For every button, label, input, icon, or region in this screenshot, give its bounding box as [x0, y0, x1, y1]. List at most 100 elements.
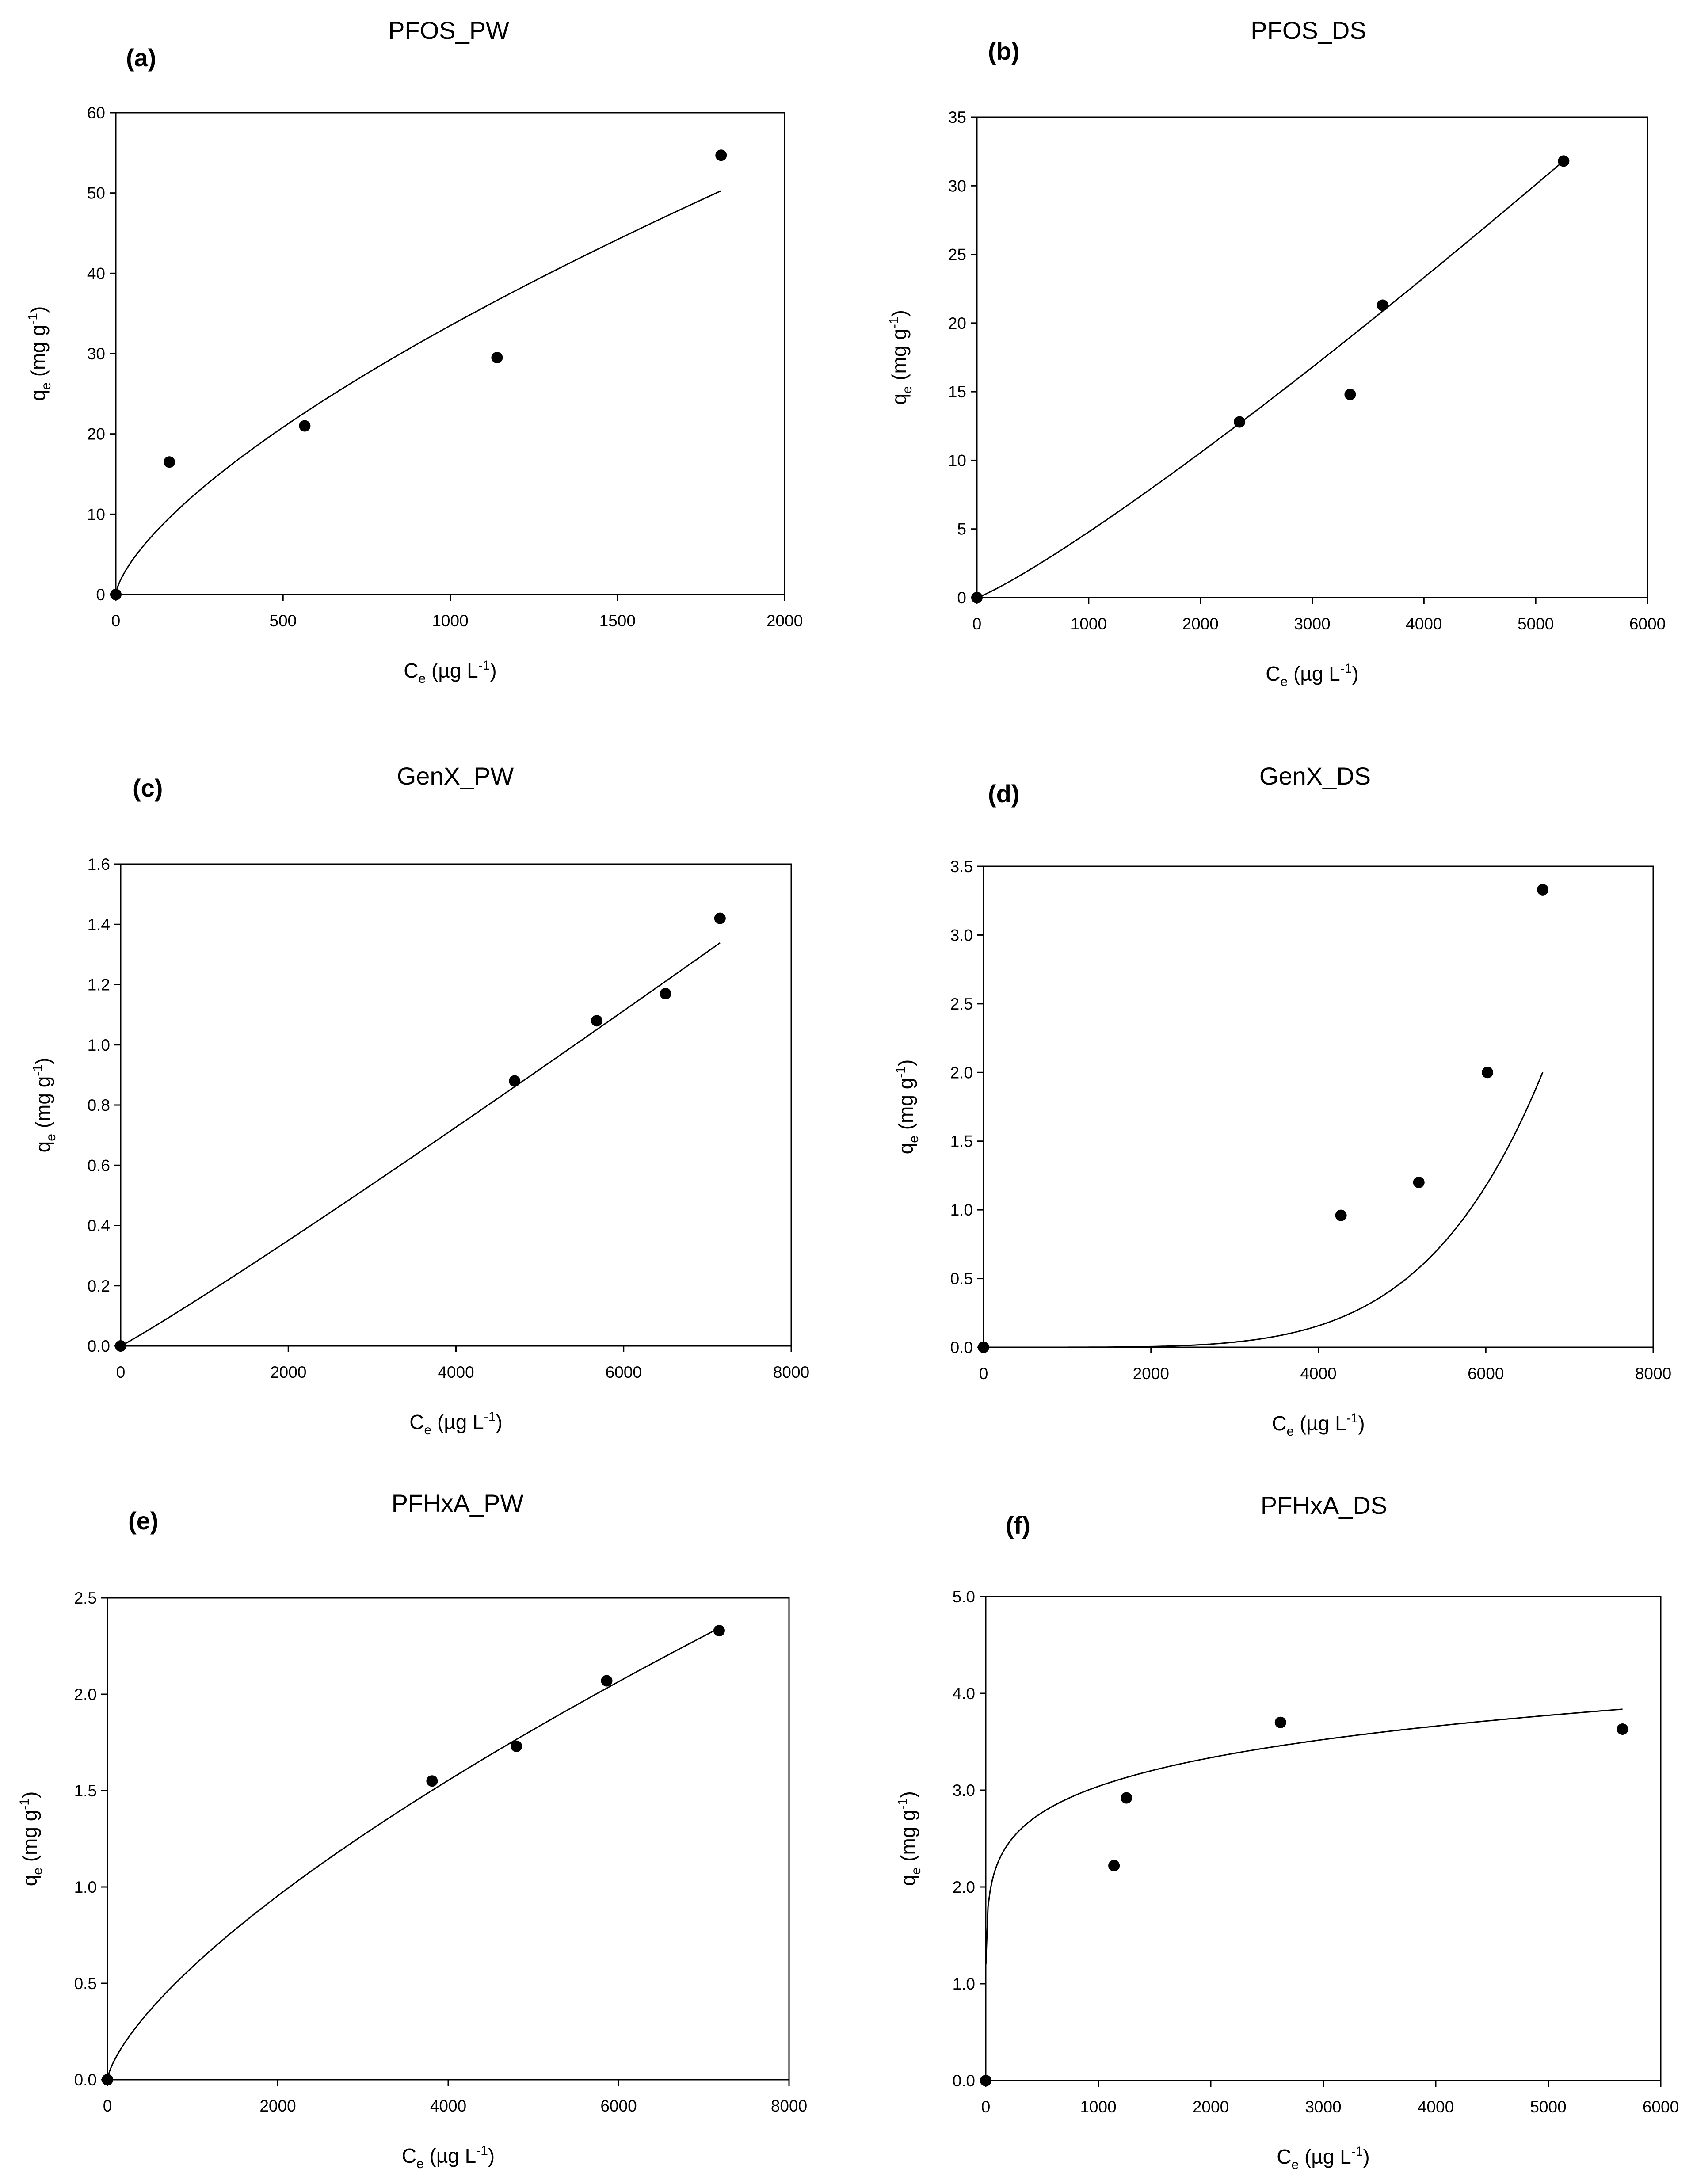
data-point: [1335, 1209, 1347, 1221]
data-point: [1344, 389, 1356, 400]
panel-d: (d) GenX_DS 0 2000 4000 6000 8000 0.0 0.5 1.0 1.5 2…: [893, 762, 1671, 1439]
data-point: [1537, 884, 1549, 896]
x-tick-label: 2000: [1133, 1365, 1169, 1383]
fit-curve: [1067, 1072, 1544, 1348]
plot-frame: [985, 1596, 1662, 2081]
x-tick-label: 2000: [270, 1363, 306, 1381]
y-tick-label: 1.5: [74, 1782, 97, 1800]
data-point: [1108, 1860, 1120, 1871]
plot-frame: [107, 1597, 790, 2081]
y-tick-label: 25: [948, 246, 966, 264]
y-tick-label: 0.5: [74, 1974, 97, 1993]
x-tick-label: 2000: [1193, 2098, 1229, 2116]
x-tick-label: 0: [979, 1365, 988, 1383]
panel-title: PFHxA_DS: [1261, 1491, 1387, 1519]
y-tick-label: 0.6: [88, 1156, 110, 1174]
x-tick-label: 0: [116, 1363, 126, 1381]
data-point: [102, 2074, 113, 2085]
fit-curve: [107, 1627, 720, 2080]
y-tick-label: 50: [87, 184, 105, 202]
x-tick-label: 6000: [1468, 1365, 1504, 1383]
x-tick-label: 1000: [1080, 2098, 1116, 2116]
x-tick-label: 4000: [1418, 2098, 1454, 2116]
y-tick-label: 30: [948, 177, 966, 195]
data-point: [591, 1015, 603, 1027]
y-tick-label: 0.0: [74, 2071, 97, 2089]
data-point: [714, 912, 726, 924]
data-point: [971, 592, 983, 603]
y-tick-label: 0.5: [950, 1270, 973, 1288]
x-axis-label: Ce (µg L-1): [1266, 661, 1359, 689]
y-tick-label: 5: [957, 520, 966, 538]
plot-frame: [120, 863, 792, 1347]
plot-frame: [976, 116, 1648, 598]
x-tick-label: 5000: [1530, 2098, 1566, 2116]
x-tick-label: 8000: [771, 2097, 807, 2115]
panel-letter: (f): [1006, 1511, 1030, 1539]
x-tick-label: 3000: [1305, 2098, 1341, 2116]
x-tick-label: 4000: [430, 2097, 466, 2115]
y-tick-label: 0.0: [950, 1338, 973, 1357]
data-point: [491, 352, 503, 364]
fit-curve: [976, 160, 1564, 598]
x-tick-label: 6000: [1629, 615, 1666, 633]
x-tick-label: 0: [103, 2097, 112, 2115]
panel-a: (a) PFOS_PW 0 500 1000 1500 2000 0 10 20 30 40 50 60 C…: [26, 16, 803, 686]
x-tick-label: 2000: [259, 2097, 296, 2115]
x-axis-label: Ce (µg L-1): [409, 1410, 503, 1437]
data-point: [164, 456, 175, 468]
x-tick-label: 1000: [1071, 615, 1107, 633]
y-tick-label: 1.0: [74, 1878, 97, 1896]
panel-title: GenX_DS: [1259, 762, 1371, 790]
y-tick-label: 0.4: [88, 1217, 110, 1235]
y-tick-label: 1.5: [950, 1132, 973, 1151]
y-tick-label: 15: [948, 383, 966, 401]
y-tick-label: 0: [96, 586, 105, 604]
x-axis-label: Ce (µg L-1): [402, 2143, 495, 2171]
y-tick-label: 60: [87, 104, 105, 122]
data-point: [980, 2075, 991, 2086]
y-tick-label: 4.0: [953, 1685, 975, 1703]
fit-curve: [115, 190, 721, 595]
y-tick-label: 3.0: [950, 926, 973, 944]
y-tick-label: 0.2: [88, 1277, 110, 1295]
y-axis-label: qe (mg g-1): [893, 1060, 921, 1155]
x-tick-label: 2000: [766, 612, 803, 630]
y-tick-label: 3.0: [953, 1781, 975, 1799]
panel-f: (f) PFHxA_DS 0 1000 2000 3000 4000 5000 6000 0.0 1…: [896, 1491, 1679, 2172]
data-point: [715, 149, 727, 161]
data-point: [978, 1342, 989, 1353]
x-tick-label: 6000: [1643, 2098, 1679, 2116]
panel-c: (c) GenX_PW 0 2000 4000 6000 8000 0.0 0.2 0.4 0.6 0…: [31, 762, 809, 1437]
panel-e: (e) PFHxA_PW 0 2000 4000 6000 8000 0.0 0.5 1.0 1.5…: [17, 1489, 807, 2171]
panel-letter: (a): [126, 44, 156, 72]
panel-title: PFOS_DS: [1251, 16, 1366, 44]
data-point: [1413, 1176, 1425, 1188]
y-tick-label: 10: [948, 451, 966, 469]
y-tick-label: 1.0: [950, 1201, 973, 1219]
y-tick-label: 1.2: [88, 976, 110, 994]
x-tick-label: 3000: [1294, 615, 1330, 633]
data-point: [1234, 416, 1246, 428]
fit-curve: [120, 942, 721, 1347]
y-tick-label: 2.0: [74, 1685, 97, 1704]
y-tick-label: 35: [948, 108, 966, 126]
y-tick-label: 3.5: [950, 858, 973, 876]
panel-letter: (b): [988, 37, 1020, 65]
data-point: [713, 1625, 725, 1637]
y-tick-label: 2.5: [74, 1589, 97, 1607]
y-tick-label: 30: [87, 345, 105, 363]
data-point: [1482, 1067, 1494, 1079]
data-point: [509, 1075, 521, 1087]
x-tick-label: 6000: [600, 2097, 637, 2115]
data-point: [110, 589, 122, 600]
x-axis-label: Ce (µg L-1): [404, 658, 497, 686]
x-tick-label: 500: [269, 612, 297, 630]
data-point: [426, 1775, 438, 1787]
plot-frame: [983, 865, 1654, 1348]
y-tick-label: 20: [87, 425, 105, 443]
y-axis-label: qe (mg g-1): [896, 1791, 923, 1886]
y-axis-label: qe (mg g-1): [26, 306, 53, 401]
y-tick-label: 1.6: [88, 855, 110, 873]
data-point: [1377, 299, 1388, 311]
